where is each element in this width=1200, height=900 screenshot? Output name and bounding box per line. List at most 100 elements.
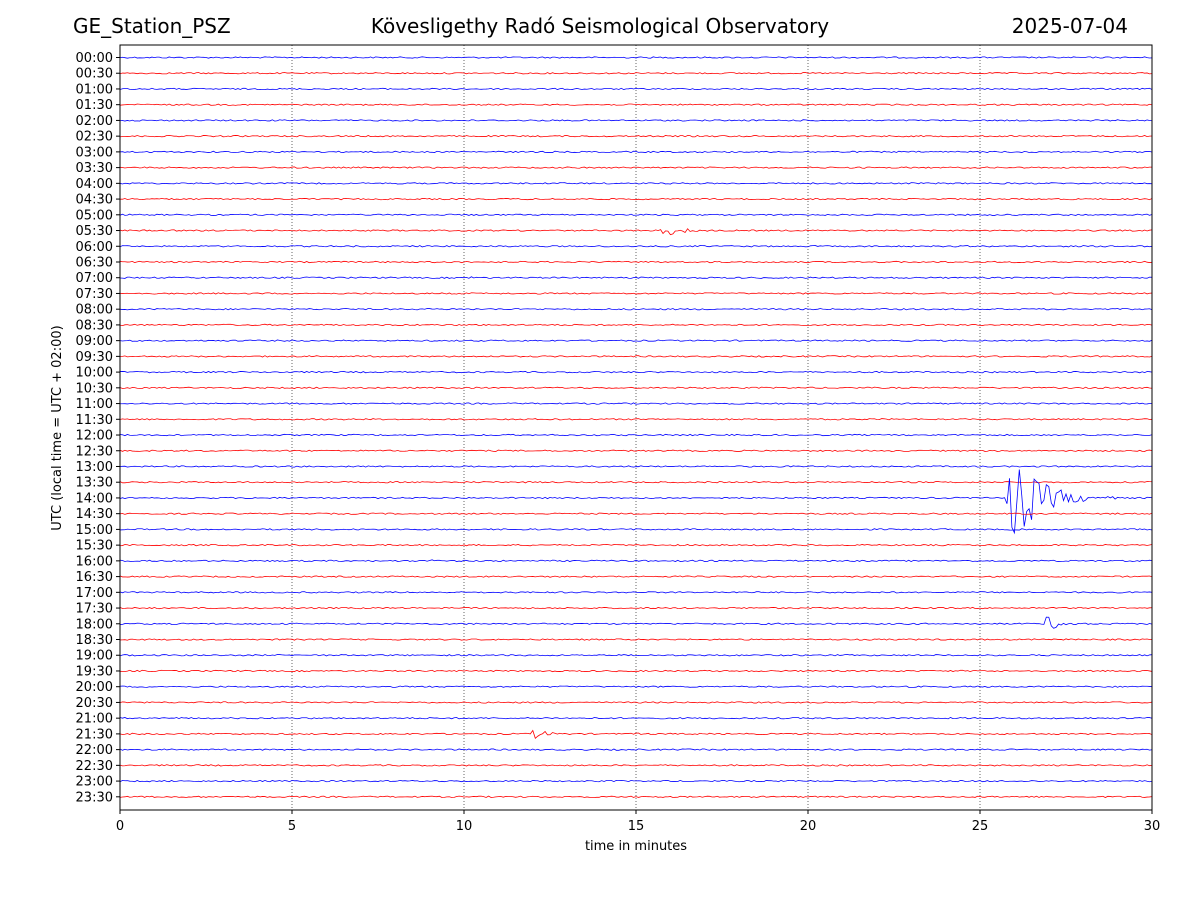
y-tick-label: 10:00 <box>76 366 113 381</box>
chart-title: Kövesligethy Radó Seismological Observat… <box>370 14 830 38</box>
y-axis-label: UTC (local time = UTC + 02:00) <box>50 325 65 530</box>
trace-0800 <box>119 308 1153 311</box>
x-tick-label: 0 <box>116 819 124 834</box>
y-tick-label: 04:30 <box>76 193 113 208</box>
y-tick-label: 16:30 <box>76 570 113 585</box>
y-tick-label: 18:00 <box>76 617 113 632</box>
trace-0400 <box>119 182 1153 185</box>
trace-0930 <box>119 355 1153 358</box>
trace-1030 <box>119 386 1153 389</box>
y-tick-label: 09:00 <box>76 334 113 349</box>
trace-1200 <box>119 433 1153 437</box>
y-tick-label: 12:30 <box>76 444 113 459</box>
trace-1600 <box>119 559 1153 563</box>
trace-0430 <box>119 197 1153 201</box>
y-tick-label: 07:30 <box>76 287 113 302</box>
y-tick-label: 05:00 <box>76 208 113 223</box>
x-axis-label: time in minutes <box>585 839 687 854</box>
trace-0730 <box>119 292 1153 295</box>
y-tick-label: 04:00 <box>76 177 113 192</box>
trace-1230 <box>119 449 1153 452</box>
x-tick-label: 30 <box>1144 819 1161 834</box>
trace-1330 <box>119 481 1153 484</box>
y-tick-label: 07:00 <box>76 271 113 286</box>
trace-1000 <box>119 370 1153 374</box>
y-tick-label: 06:30 <box>76 255 113 270</box>
y-tick-label: 14:30 <box>76 507 113 522</box>
trace-0530 <box>119 228 1153 236</box>
x-tick-labels: 0 5 10 15 20 25 30 <box>116 810 1160 834</box>
y-tick-label: 16:00 <box>76 554 113 569</box>
trace-1830 <box>119 638 1153 641</box>
y-tick-label: 23:00 <box>76 775 113 790</box>
trace-2100 <box>119 717 1153 720</box>
y-tick-label: 15:30 <box>76 539 113 554</box>
y-tick-label: 15:00 <box>76 523 113 538</box>
y-tick-label: 14:00 <box>76 491 113 506</box>
y-tick-label: 18:30 <box>76 633 113 648</box>
trace-2330 <box>119 795 1153 798</box>
y-tick-label: 08:00 <box>76 303 113 318</box>
y-tick-label: 02:00 <box>76 114 113 129</box>
y-tick-label: 00:00 <box>76 51 113 66</box>
trace-1700 <box>119 591 1153 594</box>
trace-2300 <box>119 779 1153 783</box>
y-tick-label: 19:30 <box>76 664 113 679</box>
chart-date: 2025-07-04 <box>1011 14 1128 38</box>
trace-1800 <box>119 616 1153 629</box>
y-tick-label: 11:00 <box>76 397 113 412</box>
y-tick-label: 10:30 <box>76 381 113 396</box>
y-tick-label: 21:30 <box>76 727 113 742</box>
trace-0100 <box>119 87 1153 91</box>
y-tick-label: 19:00 <box>76 649 113 664</box>
station-name: GE_Station_PSZ <box>73 14 231 38</box>
trace-1900 <box>119 654 1153 657</box>
x-tick-label: 15 <box>628 819 645 834</box>
y-tick-label: 20:00 <box>76 680 113 695</box>
x-tick-label: 10 <box>456 819 473 834</box>
trace-1400 <box>119 469 1153 535</box>
y-tick-label: 01:30 <box>76 98 113 113</box>
grid-lines <box>291 45 981 810</box>
y-tick-label: 22:30 <box>76 759 113 774</box>
trace-0900 <box>119 339 1153 342</box>
trace-1430 <box>119 512 1153 515</box>
y-tick-label: 13:30 <box>76 476 113 491</box>
trace-0330 <box>119 166 1153 169</box>
trace-1630 <box>119 575 1153 578</box>
trace-0830 <box>119 323 1153 327</box>
y-tick-label: 17:00 <box>76 586 113 601</box>
trace-0300 <box>119 150 1153 153</box>
trace-0130 <box>119 103 1153 106</box>
trace-0230 <box>119 135 1153 138</box>
y-tick-label: 13:00 <box>76 460 113 475</box>
y-tick-label: 01:00 <box>76 82 113 97</box>
y-tick-label: 23:30 <box>76 790 113 805</box>
trace-0630 <box>119 260 1153 264</box>
trace-2130 <box>119 729 1153 739</box>
y-tick-label: 08:30 <box>76 318 113 333</box>
y-tick-label: 11:30 <box>76 413 113 428</box>
y-tick-label: 03:00 <box>76 145 113 160</box>
trace-1300 <box>119 465 1153 468</box>
y-tick-label: 05:30 <box>76 224 113 239</box>
y-tick-label: 09:30 <box>76 350 113 365</box>
trace-0200 <box>119 119 1153 122</box>
trace-0600 <box>119 245 1153 248</box>
trace-1130 <box>119 418 1153 421</box>
x-tick-label: 20 <box>800 819 817 834</box>
x-tick-label: 25 <box>972 819 989 834</box>
trace-2230 <box>119 764 1153 767</box>
y-tick-label: 17:30 <box>76 602 113 617</box>
trace-0030 <box>119 72 1153 75</box>
trace-0700 <box>119 276 1153 279</box>
y-tick-label: 03:30 <box>76 161 113 176</box>
y-tick-label: 21:00 <box>76 712 113 727</box>
y-tick-labels: 00:0000:3001:0001:3002:0002:3003:0003:30… <box>76 51 120 805</box>
y-tick-label: 02:30 <box>76 130 113 145</box>
trace-1930 <box>119 669 1153 673</box>
trace-layer <box>119 56 1153 798</box>
trace-2200 <box>119 748 1153 751</box>
x-tick-label: 5 <box>288 819 296 834</box>
